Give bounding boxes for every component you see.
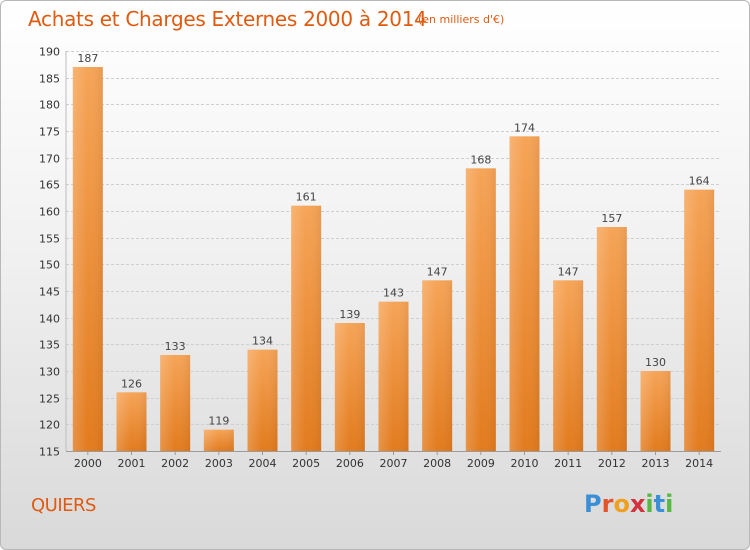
y-tick-label: 135 [39, 339, 60, 352]
bar-shade [334, 323, 365, 451]
bar-shade [291, 205, 322, 451]
place-name: QUIERS [31, 495, 96, 516]
y-tick-label: 190 [39, 46, 60, 59]
x-tick-label: 2006 [336, 457, 364, 470]
data-label: 157 [601, 212, 622, 225]
data-label: 130 [645, 356, 666, 369]
x-tick-label: 2005 [292, 457, 320, 470]
x-tick-label: 2007 [380, 457, 408, 470]
value-labels: 187 126 133 119 134 161 139 143 147 168 174 147 157 1… [77, 52, 709, 428]
y-tick-label: 155 [39, 233, 60, 246]
chart-title: Achats et Charges Externes 2000 à 2014 [28, 7, 427, 31]
x-tick-label: 2004 [249, 457, 277, 470]
bar-shade [203, 429, 234, 451]
bar-shade [247, 349, 278, 451]
y-tick-label: 115 [39, 446, 60, 459]
data-label: 187 [77, 52, 98, 65]
bar-shade [553, 280, 584, 451]
x-tick-label: 2011 [554, 457, 582, 470]
y-tick-label: 180 [39, 99, 60, 112]
data-label: 147 [427, 265, 448, 278]
y-tick-label: 175 [39, 126, 60, 139]
data-label: 161 [296, 191, 317, 204]
bar-shade [160, 355, 191, 451]
chart-subtitle: (en milliers d'€) [418, 13, 505, 26]
x-tick-label: 2013 [642, 457, 670, 470]
bar-shade [116, 392, 147, 451]
y-tick-label: 125 [39, 393, 60, 406]
data-label: 126 [121, 377, 142, 390]
y-tick-label: 185 [39, 73, 60, 86]
x-tick-label: 2014 [685, 457, 713, 470]
y-axis: 115 120 125 130 135 140 145 150 155 160 165 170 175 1… [39, 46, 67, 459]
bar-shade [378, 301, 409, 451]
data-label: 174 [514, 121, 535, 134]
data-label: 119 [208, 415, 229, 428]
data-label: 168 [470, 153, 491, 166]
bar-shade [465, 168, 496, 452]
y-tick-label: 145 [39, 286, 60, 299]
x-tick-label: 2010 [511, 457, 539, 470]
bars [72, 67, 715, 452]
y-tick-label: 130 [39, 366, 60, 379]
x-axis: 2000 2001 2002 2003 2004 2005 2006 2007 2008 2009… [66, 451, 721, 470]
bar-shade [72, 67, 103, 451]
x-tick-label: 2002 [161, 457, 189, 470]
bar-shade [422, 280, 453, 451]
x-tick-label: 2012 [598, 457, 626, 470]
bar-shade [684, 189, 715, 451]
data-label: 147 [558, 265, 579, 278]
data-label: 164 [689, 175, 710, 188]
y-tick-label: 160 [39, 206, 60, 219]
data-label: 139 [339, 308, 360, 321]
y-tick-label: 140 [39, 313, 60, 326]
y-tick-label: 120 [39, 419, 60, 432]
bar-shade [509, 136, 540, 452]
x-tick-label: 2003 [205, 457, 233, 470]
x-tick-label: 2001 [118, 457, 146, 470]
x-tick-label: 2000 [74, 457, 102, 470]
bar-shade [596, 227, 627, 451]
y-tick-label: 170 [39, 153, 60, 166]
y-tick-label: 165 [39, 179, 60, 192]
data-label: 134 [252, 335, 273, 348]
data-label: 133 [165, 340, 186, 353]
data-label: 143 [383, 287, 404, 300]
bar-shade [640, 371, 671, 451]
x-tick-label: 2009 [467, 457, 495, 470]
x-tick-label: 2008 [423, 457, 451, 470]
y-tick-label: 150 [39, 259, 60, 272]
proxiti-logo: Proxiti [584, 490, 674, 518]
